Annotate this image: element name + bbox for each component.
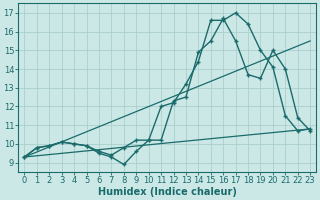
X-axis label: Humidex (Indice chaleur): Humidex (Indice chaleur) (98, 187, 237, 197)
